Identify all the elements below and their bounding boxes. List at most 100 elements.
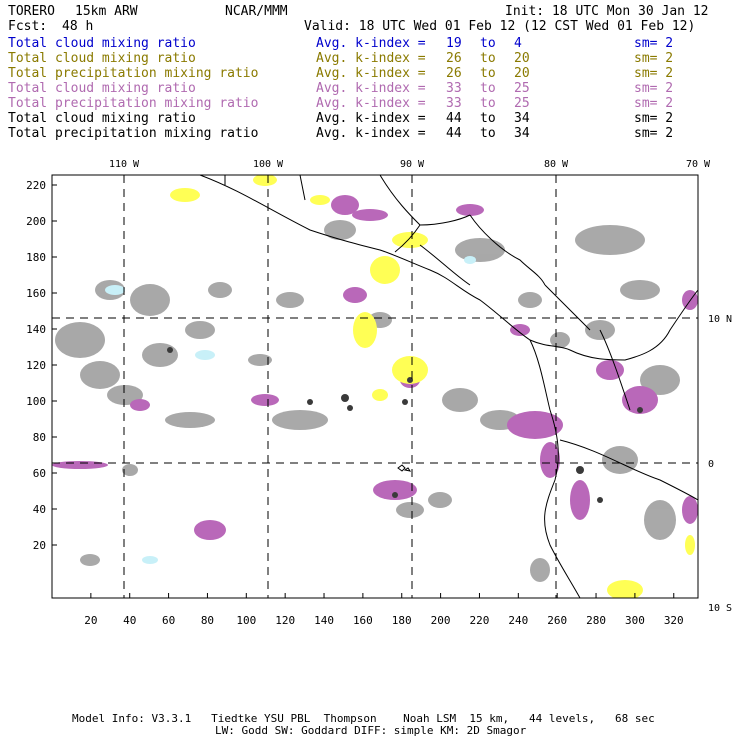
x-tick-label: 80	[201, 614, 214, 627]
legend-row: Total cloud mixing ratio Avg. k-index = 19…	[8, 36, 728, 51]
x-tick-label: 140	[314, 614, 334, 627]
longitude-label: 90 W	[400, 159, 425, 170]
weather-map: 20 40 60 80 100 120 140 160 180 200 220 240 260 280 30…	[26, 159, 732, 627]
longitude-label: 110 W	[109, 159, 140, 170]
legend-row: Total cloud mixing ratio Avg. k-index = 44…	[8, 111, 728, 126]
longitude-label: 70 W	[686, 159, 711, 170]
x-tick-label: 320	[664, 614, 684, 627]
legend-to: 4	[514, 36, 522, 51]
org-name: NCAR/MMM	[225, 4, 288, 19]
x-tick-label: 300	[625, 614, 645, 627]
legend-to-word: to	[480, 81, 496, 96]
legend-from: 19	[446, 36, 462, 51]
latitude-label: 10 N	[708, 314, 732, 325]
x-tick-label: 260	[547, 614, 567, 627]
x-tick-label: 60	[162, 614, 175, 627]
legend-row: Total precipitation mixing ratio Avg. k-i…	[8, 126, 728, 141]
legend-to: 34	[514, 126, 530, 141]
legend-field: Total cloud mixing ratio	[8, 81, 196, 96]
forecast-hours: 48 h	[62, 19, 94, 34]
coastlines	[199, 175, 698, 598]
legend-to: 20	[514, 51, 530, 66]
legend-smoothing: sm= 2	[634, 96, 674, 111]
y-tick-label: 160	[26, 287, 46, 300]
y-tick-label: 40	[33, 503, 46, 516]
latitude-labels: 10 N 0 10 S	[708, 314, 732, 614]
legend-smoothing: sm= 2	[634, 66, 674, 81]
cloud-field	[55, 220, 680, 582]
y-tick-label: 20	[33, 539, 46, 552]
precipitation-field	[52, 195, 698, 540]
light-cloud-field	[105, 256, 476, 564]
legend-row: Total cloud mixing ratio Avg. k-index = 33…	[8, 81, 728, 96]
longitude-label: 80 W	[544, 159, 569, 170]
legend-to-word: to	[480, 36, 496, 51]
y-tick-label: 140	[26, 323, 46, 336]
x-tick-label: 180	[392, 614, 412, 627]
x-tick-label: 240	[508, 614, 528, 627]
legend-field: Total precipitation mixing ratio	[8, 126, 259, 141]
legend-from: 26	[446, 66, 462, 81]
y-axis: 20 40 60 80 100 120 140 160 180 200 220	[26, 179, 57, 552]
yellow-cloud-field	[170, 175, 695, 598]
legend-from: 33	[446, 81, 462, 96]
x-tick-label: 220	[470, 614, 490, 627]
x-tick-label: 280	[586, 614, 606, 627]
legend-to-word: to	[480, 66, 496, 81]
model-name: TORERO	[8, 4, 55, 19]
legend-smoothing: sm= 2	[634, 126, 674, 141]
legend-to: 34	[514, 111, 530, 126]
x-tick-label: 200	[431, 614, 451, 627]
legend-kindex: Avg. k-index =	[316, 81, 426, 96]
legend-smoothing: sm= 2	[634, 51, 674, 66]
x-tick-label: 100	[236, 614, 256, 627]
legend-kindex: Avg. k-index =	[316, 66, 426, 81]
y-tick-label: 220	[26, 179, 46, 192]
valid-time: Valid: 18 UTC Wed 01 Feb 12 (12 CST Wed …	[304, 19, 696, 34]
legend-to: 20	[514, 66, 530, 81]
legend-field: Total precipitation mixing ratio	[8, 96, 259, 111]
legend-kindex: Avg. k-index =	[316, 111, 426, 126]
latitude-label: 10 S	[708, 603, 732, 614]
x-tick-label: 20	[84, 614, 97, 627]
longitude-label: 100 W	[253, 159, 284, 170]
x-axis: 20 40 60 80 100 120 140 160 180 200 220 240 260 280 30…	[84, 593, 684, 627]
legend-kindex: Avg. k-index =	[316, 51, 426, 66]
legend-from: 44	[446, 126, 462, 141]
legend-to-word: to	[480, 51, 496, 66]
legend-from: 26	[446, 51, 462, 66]
legend-to-word: to	[480, 111, 496, 126]
legend-to: 25	[514, 81, 530, 96]
y-tick-label: 120	[26, 359, 46, 372]
legend-to-word: to	[480, 96, 496, 111]
legend-kindex: Avg. k-index =	[316, 126, 426, 141]
legend-field: Total cloud mixing ratio	[8, 51, 196, 66]
legend-from: 44	[446, 111, 462, 126]
init-time: Init: 18 UTC Mon 30 Jan 12	[505, 4, 709, 19]
y-tick-label: 100	[26, 395, 46, 408]
legend-to-word: to	[480, 126, 496, 141]
y-tick-label: 80	[33, 431, 46, 444]
map-frame	[51, 174, 699, 599]
model-info-line1: Model Info: V3.3.1 Tiedtke YSU PBL Thomp…	[72, 712, 655, 725]
legend-kindex: Avg. k-index =	[316, 36, 426, 51]
x-tick-label: 120	[275, 614, 295, 627]
latitude-label: 0	[708, 459, 714, 470]
x-tick-label: 160	[353, 614, 373, 627]
y-tick-label: 200	[26, 215, 46, 228]
legend-smoothing: sm= 2	[634, 111, 674, 126]
legend-to: 25	[514, 96, 530, 111]
convective-cores	[167, 347, 643, 503]
y-tick-label: 180	[26, 251, 46, 264]
legend-field: Total cloud mixing ratio	[8, 111, 196, 126]
x-tick-label: 40	[123, 614, 136, 627]
y-tick-label: 60	[33, 467, 46, 480]
legend-field: Total precipitation mixing ratio	[8, 66, 259, 81]
forecast-label: Fcst:	[8, 19, 48, 34]
legend-row: Total cloud mixing ratio Avg. k-index = 26…	[8, 51, 728, 66]
model-info-line2: LW: Godd SW: Goddard DIFF: simple KM: 2D…	[215, 724, 527, 737]
model-resolution: 15km ARW	[75, 4, 138, 19]
legend-from: 33	[446, 96, 462, 111]
legend-row: Total precipitation mixing ratio Avg. k-i…	[8, 96, 728, 111]
legend-field: Total cloud mixing ratio	[8, 36, 196, 51]
